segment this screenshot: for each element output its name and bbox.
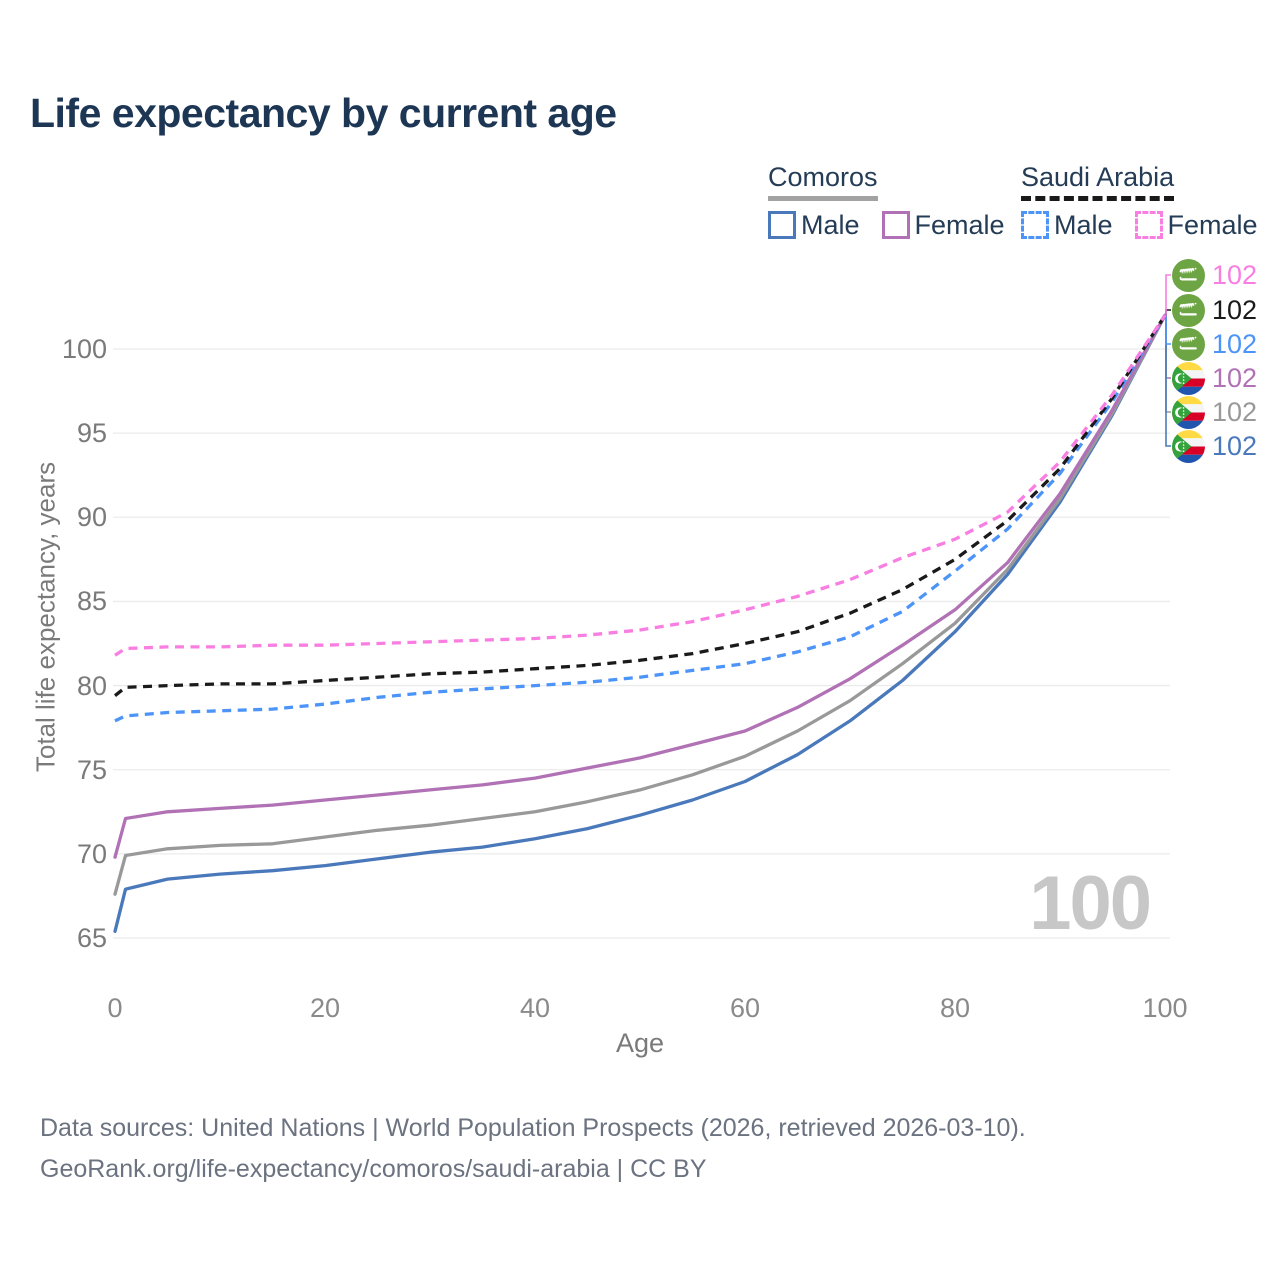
legend-label-comoros-female[interactable]: Female [914, 210, 1005, 240]
end-label-saudi-arabia: 102 [1172, 293, 1258, 327]
legend-group-saudi-arabia: Saudi Arabia Male Female [1021, 163, 1280, 240]
end-value-label: 102 [1212, 362, 1258, 393]
legend-swatch-saudi-female[interactable] [1134, 211, 1163, 239]
age-watermark: 100 [1029, 861, 1152, 946]
comoros-flag-icon [1172, 395, 1205, 429]
end-value-label: 102 [1212, 328, 1258, 359]
y-tick-label-70: 70 [76, 838, 107, 869]
end-label-connector-saudi-arabia-female [1165, 274, 1171, 316]
legend-swatch-saudi-male[interactable] [1021, 211, 1049, 239]
series-line-saudi-arabia-female [114, 314, 1167, 657]
end-label-connector-comoros-male [1165, 315, 1171, 447]
series-line-comoros-male [113, 313, 1167, 933]
legend-country-comoros[interactable]: Comoros [768, 163, 878, 201]
y-tick-label-75: 75 [76, 754, 107, 785]
footer: Data sources: United Nations | World Pop… [40, 1108, 1026, 1190]
end-label-comoros: 102 [1172, 395, 1258, 429]
end-value-label: 102 [1212, 294, 1258, 325]
legend-country-saudi-arabia[interactable]: Saudi Arabia [1021, 163, 1175, 201]
x-axis-title: Age [615, 1028, 665, 1058]
legend-label-saudi-male[interactable]: Male [1054, 210, 1113, 240]
series-line-saudi-arabia-male [114, 314, 1167, 723]
series-line-saudi-arabia [113, 314, 1167, 697]
legend-swatch-comoros-female[interactable] [881, 211, 910, 239]
end-label-comoros-male: 102 [1172, 429, 1258, 463]
series-line-comoros [113, 313, 1167, 896]
x-tick-label-20: 20 [309, 993, 341, 1023]
saudi-arabia-flag-icon [1172, 258, 1205, 292]
end-value-label: 102 [1212, 430, 1258, 461]
x-tick-label-40: 40 [519, 993, 551, 1023]
end-value-label: 102 [1212, 396, 1258, 427]
legend-swatch-comoros-male[interactable] [768, 211, 796, 239]
legend-label-comoros-male[interactable]: Male [801, 210, 860, 240]
y-tick-label-65: 65 [76, 923, 107, 953]
end-label-saudi-arabia-female: 102 [1172, 258, 1258, 292]
y-tick-label-100: 100 [61, 333, 107, 364]
legend-group-comoros: Comoros Male Female [768, 163, 1027, 240]
saudi-arabia-flag-icon [1172, 327, 1205, 361]
end-value-label: 102 [1212, 259, 1258, 290]
legend-label-saudi-female[interactable]: Female [1167, 210, 1258, 240]
end-label-connector-saudi-arabia-male [1165, 315, 1171, 345]
x-tick-label-0: 0 [107, 993, 123, 1023]
y-tick-label-90: 90 [76, 502, 107, 533]
end-label-comoros-female: 102 [1172, 361, 1258, 395]
x-tick-label-60: 60 [729, 993, 761, 1023]
series-line-comoros-female [113, 313, 1167, 859]
x-tick-label-80: 80 [939, 993, 971, 1023]
x-tick-label-100: 100 [1142, 993, 1188, 1023]
y-tick-label-80: 80 [76, 670, 107, 701]
page-title: Life expectancy by current age [30, 90, 617, 136]
y-tick-label-85: 85 [76, 586, 107, 617]
y-tick-label-95: 95 [76, 418, 107, 449]
data-sources-text: Data sources: United Nations | World Pop… [40, 1114, 1026, 1142]
y-axis-title: Total life expectancy, years [30, 461, 61, 773]
attribution-text: GeoRank.org/life-expectancy/comoros/saud… [40, 1155, 707, 1183]
end-label-saudi-arabia-male: 102 [1172, 327, 1258, 361]
saudi-arabia-flag-icon [1172, 293, 1205, 327]
comoros-flag-icon [1172, 361, 1205, 395]
comoros-flag-icon [1172, 429, 1205, 463]
